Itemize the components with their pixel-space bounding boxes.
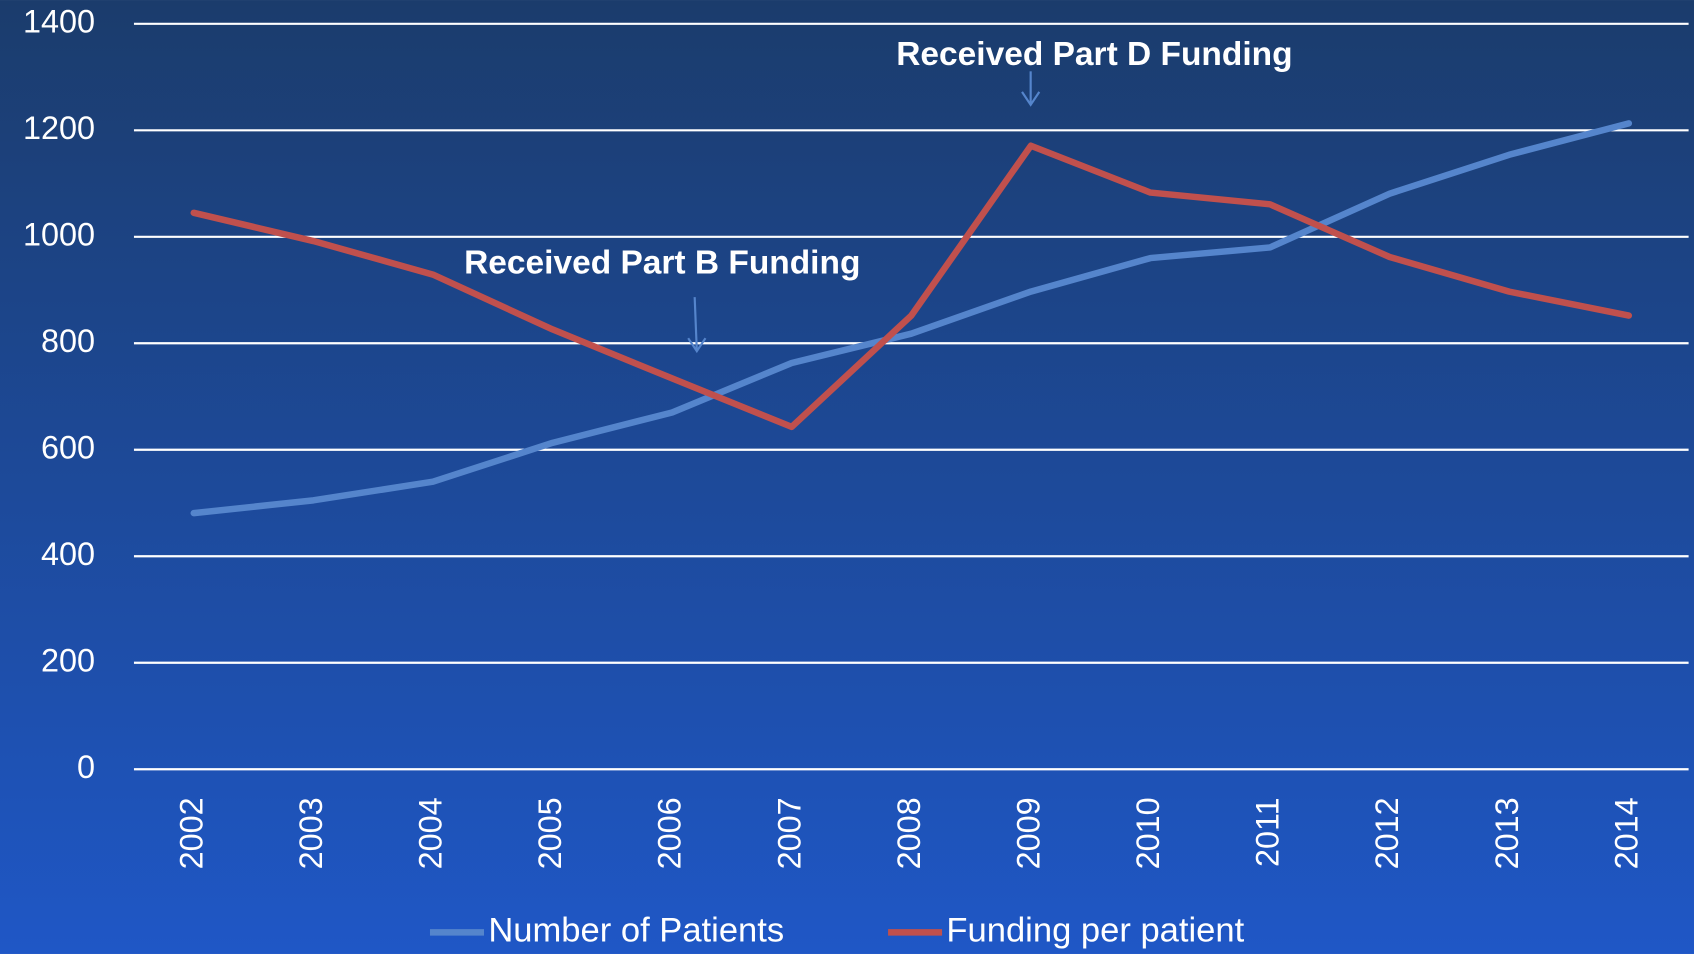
x-tick-label: 2003: [293, 797, 329, 869]
y-tick-label: 1400: [23, 3, 95, 39]
annotation: Received Part D Funding: [896, 36, 1292, 73]
x-tick-label: 2012: [1369, 797, 1405, 869]
x-tick-label: 2005: [532, 797, 568, 869]
y-tick-label: 800: [41, 323, 95, 359]
series-line: [190, 142, 1633, 431]
x-tick-label: 2010: [1130, 797, 1166, 869]
y-tick-label: 1000: [23, 216, 95, 252]
legend-label: Number of Patients: [488, 911, 784, 949]
x-tick-label: 2006: [652, 797, 688, 869]
y-tick-label: 400: [41, 536, 95, 572]
x-tick-label: 2011: [1250, 797, 1286, 867]
x-tick-label: 2014: [1608, 797, 1644, 869]
series-line: [190, 120, 1633, 517]
y-tick-label: 200: [41, 642, 95, 678]
x-tick-label: 2002: [173, 797, 209, 869]
arrow-head: [687, 337, 707, 354]
y-tick-label: 1200: [23, 110, 95, 146]
x-tick-label: 2007: [771, 797, 807, 869]
y-tick-label: 0: [77, 749, 95, 785]
legend-label: Funding per patient: [946, 911, 1244, 949]
x-tick-label: 2009: [1010, 797, 1046, 869]
arrow-head: [1021, 91, 1041, 107]
annotation-arrow: [693, 297, 698, 352]
annotation: Received Part B Funding: [464, 245, 860, 282]
x-tick-label: 2004: [412, 797, 448, 869]
x-tick-label: 2008: [891, 797, 927, 869]
x-tick-label: 2013: [1489, 797, 1525, 869]
y-tick-label: 600: [41, 429, 95, 465]
